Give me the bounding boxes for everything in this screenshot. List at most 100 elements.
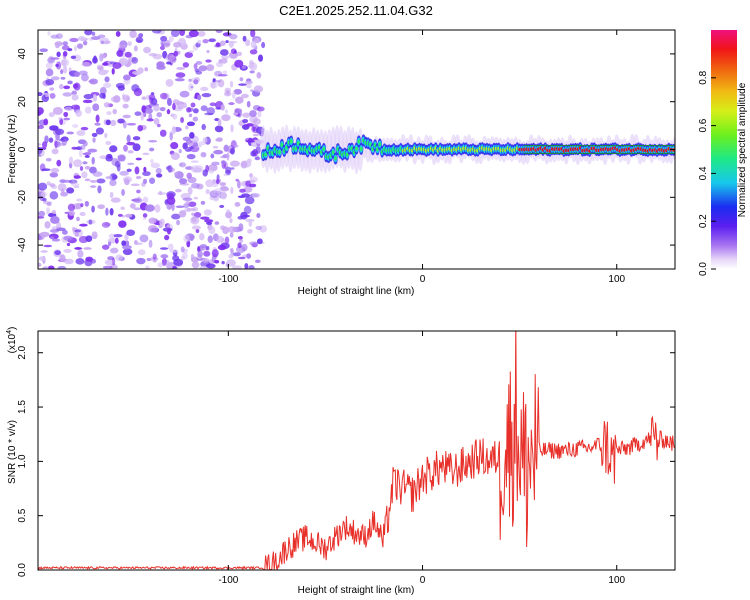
noise-blob: [237, 256, 246, 260]
spectrogram-ytick-label: 20: [17, 96, 28, 108]
noise-blob: [185, 149, 192, 152]
noise-blob: [172, 265, 177, 269]
noise-blob: [81, 171, 88, 179]
noise-blob: [54, 250, 61, 256]
noise-blob: [219, 49, 229, 56]
noise-blob: [119, 57, 129, 66]
noise-blob: [49, 191, 59, 200]
noise-blob: [203, 209, 212, 216]
spectrogram-ytick-label: -40: [17, 237, 28, 252]
noise-blob: [191, 182, 200, 189]
snr-frame: [37, 330, 676, 571]
noise-blob: [209, 102, 217, 107]
noise-blob: [137, 124, 144, 132]
noise-blob: [158, 190, 162, 196]
noise-blob: [141, 96, 147, 100]
noise-blob: [60, 76, 66, 80]
noise-blob: [58, 117, 62, 120]
noise-blob: [116, 49, 124, 57]
noise-blob: [101, 69, 110, 73]
noise-blob: [145, 265, 150, 269]
noise-blob: [226, 259, 236, 267]
noise-blob: [133, 207, 141, 211]
noise-blob: [152, 53, 163, 60]
noise-blob: [193, 79, 199, 85]
noise-blob: [51, 76, 60, 81]
noise-blob: [156, 123, 161, 128]
noise-blob: [109, 191, 114, 199]
noise-blob: [215, 42, 221, 47]
noise-blob: [241, 93, 249, 99]
noise-blob: [247, 228, 253, 234]
noise-blob: [110, 197, 121, 203]
noise-blob: [225, 40, 229, 44]
noise-blob: [97, 34, 106, 38]
noise-blob: [239, 238, 244, 243]
snr-ytick-label: 0.5: [17, 508, 28, 522]
noise-blob: [75, 258, 85, 265]
noise-blob: [234, 108, 243, 114]
noise-blob: [220, 186, 230, 192]
noise-blob: [55, 61, 62, 70]
noise-blob: [73, 175, 82, 179]
noise-blob: [49, 172, 59, 178]
noise-blob: [126, 168, 132, 173]
noise-blob: [193, 108, 199, 114]
noise-blob: [115, 31, 121, 37]
noise-blob: [70, 55, 77, 59]
noise-blob: [254, 156, 261, 161]
noise-blob: [80, 73, 89, 82]
noise-blob: [224, 236, 230, 245]
noise-blob: [199, 244, 208, 249]
noise-blob: [84, 178, 91, 182]
noise-blob: [49, 125, 59, 131]
noise-blob: [172, 102, 176, 111]
noise-blob: [127, 162, 135, 166]
noise-blob: [45, 78, 55, 86]
noise-blob: [38, 143, 42, 146]
snr-ytick-label: 1.5: [17, 400, 28, 414]
noise-blob: [57, 265, 67, 269]
noise-blob: [132, 197, 143, 204]
noise-blob: [144, 204, 155, 212]
noise-blob: [75, 109, 82, 117]
noise-blob: [95, 127, 104, 135]
noise-blob: [159, 218, 165, 227]
noise-blob: [71, 94, 79, 101]
noise-blob: [62, 51, 68, 57]
noise-blob: [175, 188, 182, 193]
noise-blob: [226, 209, 231, 213]
noise-blob: [199, 232, 205, 241]
noise-blob: [254, 259, 261, 264]
noise-blob: [125, 213, 133, 218]
noise-blob: [76, 130, 86, 136]
noise-blob: [215, 30, 223, 34]
noise-blob: [44, 221, 51, 229]
spectrogram-ticks: -100 0 100 -40 -20 0 20 40: [17, 30, 675, 285]
noise-blob: [84, 30, 93, 36]
noise-blob: [217, 118, 222, 127]
noise-blob: [48, 137, 54, 143]
noise-blob: [178, 148, 182, 154]
noise-blob: [129, 30, 137, 39]
noise-blob: [136, 189, 141, 194]
noise-blob: [39, 231, 50, 238]
noise-blob: [249, 49, 258, 55]
noise-blob: [82, 99, 93, 104]
noise-blob: [212, 145, 219, 149]
snr-scale-label: (x104): [6, 327, 18, 354]
noise-blob: [126, 141, 136, 146]
noise-blob: [242, 119, 249, 124]
noise-blob: [76, 216, 80, 222]
noise-blob: [82, 40, 88, 46]
noise-blob: [200, 105, 208, 112]
noise-blob: [51, 226, 60, 230]
noise-blob: [256, 72, 262, 79]
noise-blob: [142, 152, 150, 156]
noise-blob: [122, 244, 132, 250]
noise-blob: [43, 118, 49, 126]
noise-blob: [188, 82, 194, 91]
noise-blob: [219, 204, 225, 208]
noise-blob: [122, 120, 127, 129]
noise-blob: [76, 198, 83, 202]
